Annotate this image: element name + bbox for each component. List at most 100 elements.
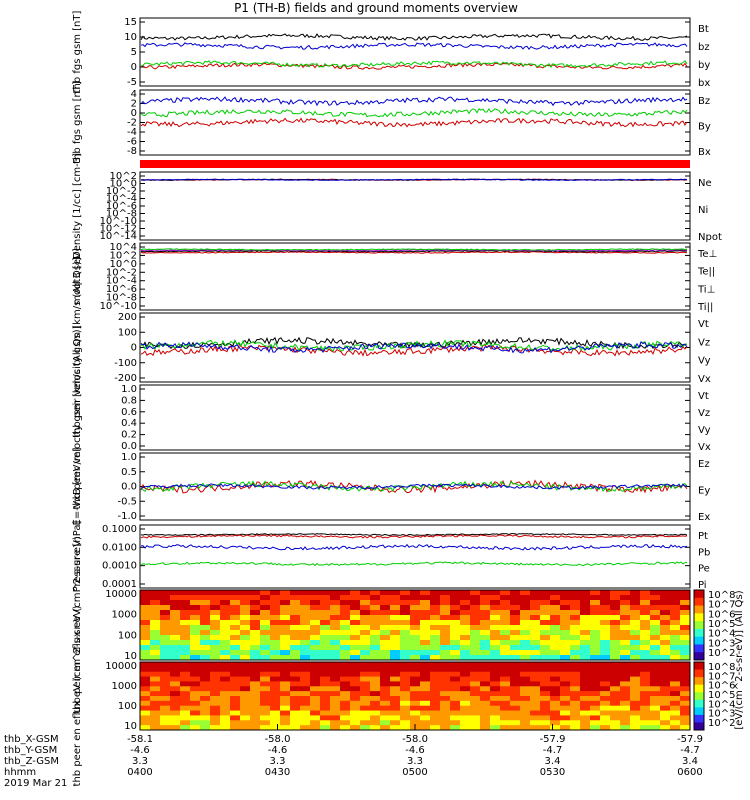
heatmap-cell (560, 615, 571, 621)
legend-Vx: Vx (698, 442, 711, 453)
heatmap-cell (410, 655, 421, 661)
heatmap-cell (490, 615, 501, 621)
heatmap-cell (210, 625, 221, 631)
heatmap-cell (260, 666, 271, 673)
heatmap-cell (180, 676, 191, 682)
heatmap-cell (280, 650, 291, 656)
heatmap-cell (410, 700, 421, 707)
heatmap-cell (360, 696, 371, 702)
heatmap-cell (330, 650, 341, 656)
heatmap-cell (170, 691, 181, 697)
colorbar-segment (694, 621, 704, 630)
heatmap-cell (350, 725, 361, 731)
heatmap-cell (170, 686, 181, 692)
heatmap-cell (400, 635, 411, 641)
heatmap-cell (470, 650, 481, 656)
heatmap-cell (340, 615, 351, 621)
heatmap-cell (670, 691, 681, 697)
heatmap-cell (330, 676, 341, 682)
heatmap-cell (650, 666, 661, 673)
heatmap-cell (290, 686, 301, 692)
heatmap-cell (630, 620, 641, 626)
heatmap-cell (340, 640, 351, 646)
heatmap-cell (460, 595, 471, 601)
heatmap-cell (230, 650, 241, 656)
heatmap-cell (570, 655, 581, 661)
heatmap-cell (560, 662, 571, 668)
heatmap-cell (660, 710, 671, 716)
heatmap-cell (300, 725, 311, 731)
heatmap-cell (520, 635, 531, 641)
heatmap-cell (520, 625, 531, 631)
heatmap-cell (560, 686, 571, 692)
heatmap-cell (570, 676, 581, 682)
heatmap-cell (190, 625, 201, 631)
heatmap-cell (160, 635, 171, 641)
heatmap-cell (300, 691, 311, 697)
heatmap-cell (230, 630, 241, 636)
heatmap-cell (210, 645, 221, 651)
heatmap-cell (540, 691, 551, 697)
heatmap-cell (240, 671, 251, 678)
heatmap-cell (340, 725, 351, 731)
heatmap-cell (320, 681, 331, 687)
heatmap-cell (530, 662, 541, 668)
heatmap-cell (470, 705, 481, 712)
heatmap-cell (530, 700, 541, 707)
heatmap-cell (570, 696, 581, 702)
heatmap-cell (350, 720, 361, 726)
heatmap-cell (200, 635, 211, 641)
heatmap-cell (580, 720, 591, 726)
heatmap-cell (680, 645, 691, 651)
series-line-Npot (140, 178, 688, 181)
heatmap-cell (620, 662, 631, 668)
heatmap-cell (550, 645, 561, 651)
heatmap-cell (140, 710, 151, 716)
heatmap-cell (560, 635, 571, 641)
heatmap-cell (620, 630, 631, 636)
heatmap-cell (240, 696, 251, 702)
colorbar-tick: 10^2 (708, 648, 735, 659)
heatmap-cell (550, 635, 561, 641)
heatmap-cell (200, 615, 211, 621)
heatmap-cell (640, 630, 651, 636)
heatmap-cell (420, 705, 431, 712)
heatmap-cell (520, 725, 531, 731)
heatmap-cell (550, 700, 561, 707)
heatmap-cell (430, 715, 441, 721)
heatmap-cell (240, 595, 251, 601)
heatmap-cell (370, 645, 381, 651)
heatmap-cell (580, 610, 591, 616)
heatmap-cell (240, 635, 251, 641)
heatmap-cell (640, 610, 651, 616)
heatmap-cell (460, 590, 471, 596)
heatmap-cell (270, 615, 281, 621)
heatmap-cell (580, 645, 591, 651)
heatmap-cell (520, 655, 531, 661)
heatmap-cell (520, 650, 531, 656)
heatmap-cell (550, 610, 561, 616)
heatmap-cell (280, 720, 291, 726)
heatmap-cell (360, 662, 371, 668)
heatmap-cell (600, 691, 611, 697)
heatmap-cell (450, 635, 461, 641)
heatmap-cell (420, 715, 431, 721)
heatmap-cell (640, 725, 651, 731)
heatmap-cell (390, 620, 401, 626)
heatmap-cell (280, 645, 291, 651)
heatmap-cell (500, 715, 511, 721)
heatmap-cell (190, 600, 201, 606)
colorbar-segment (694, 692, 704, 701)
heatmap-cell (560, 630, 571, 636)
heatmap-cell (630, 720, 641, 726)
heatmap-cell (510, 696, 521, 702)
heatmap-cell (650, 696, 661, 702)
heatmap-cell (580, 700, 591, 707)
heatmap-cell (340, 700, 351, 707)
heatmap-cell (260, 625, 271, 631)
heatmap-cell (600, 710, 611, 716)
heatmap-cell (430, 671, 441, 678)
heatmap-cell (240, 691, 251, 697)
heatmap-cell (200, 671, 211, 678)
heatmap-cell (510, 691, 521, 697)
